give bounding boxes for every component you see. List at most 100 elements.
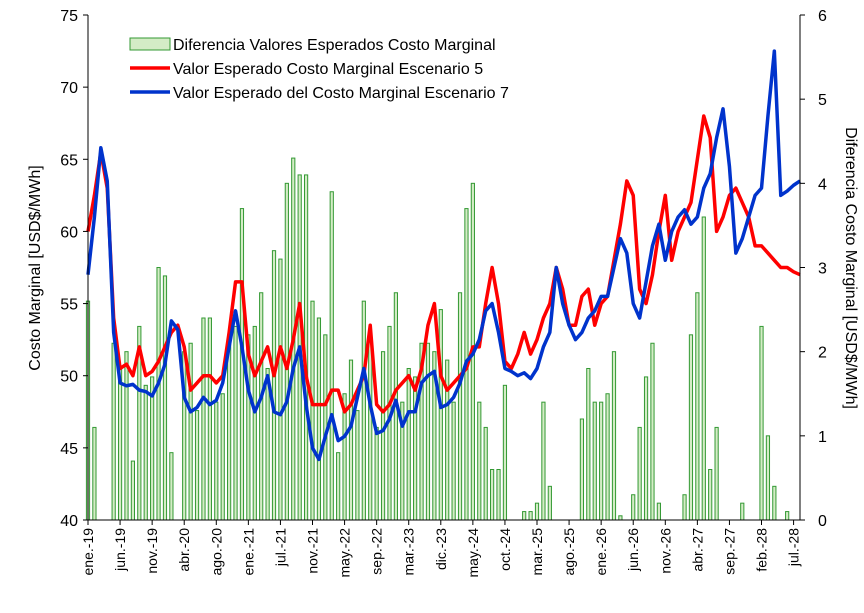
bar bbox=[329, 191, 334, 521]
x-tick-label: jul.-21 bbox=[272, 528, 288, 567]
legend-label: Diferencia Valores Esperados Costo Margi… bbox=[173, 37, 496, 54]
x-tick-label: nov.-26 bbox=[657, 528, 673, 574]
bar bbox=[233, 325, 238, 521]
bar bbox=[406, 368, 411, 521]
bar bbox=[278, 258, 283, 521]
y-axis-title: Costo Marginal [USD$/MWh] bbox=[27, 165, 44, 370]
bar bbox=[688, 334, 694, 521]
x-tick-label: ene.-19 bbox=[80, 528, 96, 576]
bar bbox=[310, 300, 315, 521]
bar bbox=[611, 351, 617, 521]
bar bbox=[316, 317, 322, 521]
bar bbox=[701, 216, 706, 521]
bar bbox=[586, 368, 591, 521]
bar bbox=[579, 418, 585, 521]
y2-tick-label: 3 bbox=[818, 261, 827, 278]
bar bbox=[637, 426, 642, 521]
x-tick-label: nov.-21 bbox=[305, 528, 321, 574]
bar bbox=[785, 511, 790, 521]
bar bbox=[656, 502, 661, 521]
bar bbox=[605, 393, 610, 521]
y-tick-label: 40 bbox=[60, 513, 78, 530]
y-tick-label: 65 bbox=[60, 152, 78, 169]
bar bbox=[650, 342, 655, 521]
bar bbox=[156, 267, 161, 521]
bar bbox=[714, 426, 719, 521]
x-tick-label: mar.-23 bbox=[401, 528, 417, 576]
bar bbox=[201, 317, 206, 521]
legend-label: Valor Esperado Costo Marginal Escenario … bbox=[173, 61, 483, 78]
y2-tick-label: 0 bbox=[818, 513, 827, 530]
bar bbox=[259, 292, 264, 521]
y-tick-label: 50 bbox=[60, 369, 78, 386]
x-tick-label: mar.-25 bbox=[529, 528, 545, 576]
bar bbox=[457, 292, 463, 521]
bar bbox=[496, 469, 501, 521]
line bbox=[86, 114, 801, 414]
y2-axis-title: Diferencia Costo Marginal [USD$/MWh] bbox=[842, 127, 859, 409]
bar bbox=[355, 410, 360, 521]
bar bbox=[143, 384, 148, 521]
x-tick-label: jul.-28 bbox=[786, 528, 802, 567]
bar bbox=[162, 275, 168, 521]
x-tick-label: dic.-23 bbox=[433, 528, 449, 570]
x-tick-label: abr.-20 bbox=[176, 528, 192, 572]
bar bbox=[348, 359, 354, 521]
bar bbox=[111, 342, 116, 521]
y2-tick-label: 4 bbox=[818, 176, 827, 193]
x-tick-label: abr.-27 bbox=[689, 528, 705, 572]
bar bbox=[772, 485, 777, 521]
bar bbox=[547, 485, 552, 521]
legend-swatch bbox=[129, 37, 171, 51]
y2-tick-label: 2 bbox=[818, 345, 827, 362]
x-tick-label: ago.-25 bbox=[561, 528, 577, 576]
bar bbox=[214, 401, 219, 521]
bar bbox=[483, 426, 488, 521]
x-tick-label: feb.-28 bbox=[754, 528, 770, 572]
bar bbox=[631, 494, 636, 521]
bar bbox=[592, 401, 597, 521]
bar bbox=[194, 410, 200, 521]
bar bbox=[130, 460, 136, 521]
bar bbox=[438, 309, 443, 521]
x-tick-label: may.-22 bbox=[337, 528, 353, 578]
x-tick-label: may.-24 bbox=[465, 528, 481, 578]
bar bbox=[220, 393, 225, 521]
bar bbox=[534, 502, 540, 521]
y2-tick-label: 5 bbox=[818, 92, 827, 109]
x-tick-label: oct.-24 bbox=[497, 528, 513, 571]
bar bbox=[541, 401, 546, 521]
y-tick-label: 55 bbox=[60, 297, 78, 314]
bar bbox=[169, 452, 174, 521]
bar bbox=[361, 300, 366, 521]
x-tick-label: ene.-21 bbox=[240, 528, 256, 576]
x-tick-label: sep.-27 bbox=[721, 528, 737, 575]
legend-label: Valor Esperado del Costo Marginal Escena… bbox=[173, 85, 509, 102]
bar bbox=[252, 325, 257, 521]
bar bbox=[695, 292, 700, 521]
bar bbox=[643, 376, 649, 521]
y-tick-label: 70 bbox=[60, 80, 78, 97]
bar bbox=[618, 515, 623, 521]
x-tick-label: jun.-26 bbox=[625, 528, 641, 572]
bar bbox=[413, 376, 418, 521]
bar bbox=[380, 351, 386, 521]
bar bbox=[207, 317, 212, 521]
bar bbox=[336, 452, 341, 521]
x-tick-label: ene.-26 bbox=[593, 528, 609, 576]
y2-tick-label: 1 bbox=[818, 429, 827, 446]
x-tick-label: ago.-20 bbox=[208, 528, 224, 576]
bar bbox=[502, 384, 508, 521]
bar bbox=[522, 511, 527, 521]
bar bbox=[124, 351, 129, 521]
bar bbox=[708, 469, 713, 521]
bar bbox=[368, 334, 373, 521]
bar bbox=[740, 502, 745, 521]
bar bbox=[284, 182, 289, 521]
bar bbox=[374, 426, 379, 521]
y-tick-label: 75 bbox=[60, 8, 78, 25]
bar bbox=[759, 325, 764, 521]
bar bbox=[477, 401, 482, 521]
bar bbox=[425, 342, 431, 521]
